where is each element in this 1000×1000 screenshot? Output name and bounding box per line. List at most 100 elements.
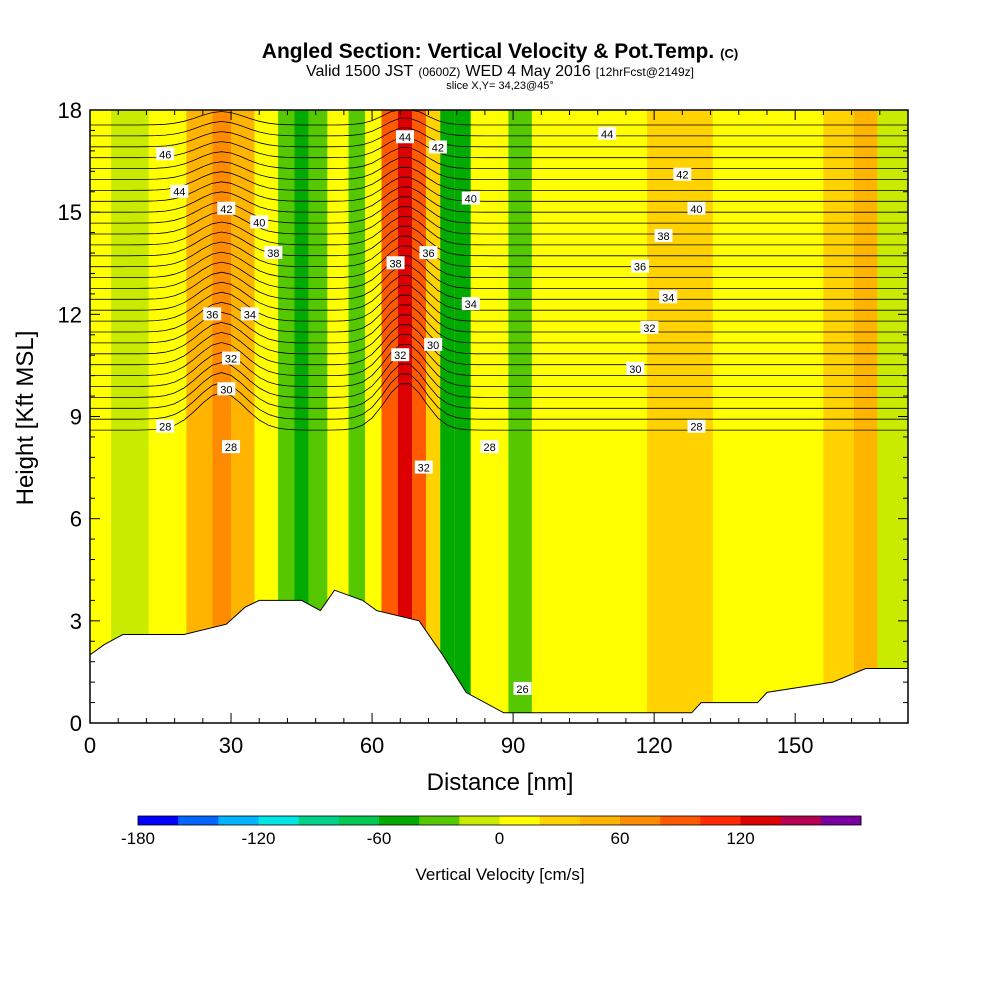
isotherm-label: 42 xyxy=(217,201,236,216)
velocity-column xyxy=(426,110,441,723)
x-axis-label: Distance [nm] xyxy=(427,769,574,796)
isotherm-label-text: 32 xyxy=(394,350,406,362)
isotherm-label-bg xyxy=(631,259,650,273)
isotherm-label-text: 30 xyxy=(629,364,641,376)
colorbar-swatch xyxy=(499,816,541,825)
isotherm-label: 46 xyxy=(156,147,175,161)
isotherm-line xyxy=(90,294,908,333)
isotherm-label-text: 28 xyxy=(159,422,171,434)
isotherm-label-text: 44 xyxy=(399,132,411,144)
isotherm-label-text: 26 xyxy=(516,684,528,696)
isotherm-label-text: 42 xyxy=(676,170,688,182)
isotherm-line xyxy=(90,255,908,289)
isotherm-line xyxy=(90,324,908,366)
isotherm-label: 36 xyxy=(419,246,438,260)
isotherm-label: 28 xyxy=(222,440,241,454)
isotherm-label-text: 28 xyxy=(690,422,702,434)
x-tick-label: 150 xyxy=(777,733,814,758)
velocity-column xyxy=(508,110,532,723)
x-axis: 0 30 60 90 120 150 xyxy=(84,110,909,758)
isotherm-label: 28 xyxy=(156,419,175,434)
isotherm-label: 40 xyxy=(687,201,706,216)
isotherm-label: 36 xyxy=(631,259,650,274)
isotherm-label-text: 38 xyxy=(389,258,401,270)
isotherm-label: 36 xyxy=(203,307,222,321)
colorbar-label: Vertical Velocity [cm/s] xyxy=(415,865,584,884)
isotherm-label-text: 36 xyxy=(422,248,434,260)
colorbar-swatch xyxy=(258,816,300,825)
colorbar-swatch xyxy=(700,816,741,825)
colorbar-tick-label: -180 xyxy=(121,829,155,848)
isotherm-label: 38 xyxy=(264,246,283,260)
isotherm-line xyxy=(90,127,908,148)
x-tick-label: 30 xyxy=(219,733,243,758)
isotherm-label-text: 42 xyxy=(220,204,232,216)
colorbar-swatch xyxy=(620,816,661,825)
isotherm-label-bg xyxy=(156,419,175,433)
isotherm-line xyxy=(90,235,908,268)
colorbar-swatch xyxy=(820,816,862,825)
isotherm-label-bg xyxy=(461,191,480,205)
colorbar-swatch xyxy=(780,816,822,825)
velocity-column xyxy=(562,110,598,723)
velocity-column xyxy=(294,110,309,723)
isotherm-line xyxy=(90,216,908,246)
colorbar-swatch xyxy=(660,816,701,825)
velocity-column xyxy=(111,110,149,723)
velocity-column xyxy=(531,110,563,723)
colorbar-swatch xyxy=(459,816,500,825)
isotherm-label-bg xyxy=(640,320,659,334)
isotherm-line xyxy=(90,304,908,344)
isotherm-label-bg xyxy=(222,351,241,365)
isotherm-label-bg xyxy=(414,460,433,474)
isotherm-line xyxy=(90,275,908,311)
isotherm-label-text: 38 xyxy=(657,231,669,243)
isotherm-label-bg xyxy=(391,348,410,362)
y-tick-label: 12 xyxy=(58,302,82,327)
isotherm-line xyxy=(90,225,908,257)
isotherm-label-text: 30 xyxy=(427,340,439,352)
isotherm-line xyxy=(90,363,908,409)
isotherm-label: 26 xyxy=(513,681,532,696)
colorbar-tick-label: 120 xyxy=(726,829,754,848)
isotherm-label: 30 xyxy=(424,337,443,352)
colorbar-swatch xyxy=(338,816,380,825)
isotherm-label-text: 34 xyxy=(465,299,477,311)
isotherm-label-text: 34 xyxy=(662,292,674,304)
isotherm-labels: 46 44 42 40 38 36 34 32 30 28 28 44 42 40 38 36 34 32 30 32… xyxy=(156,126,706,696)
isotherm-line xyxy=(90,245,908,278)
velocity-column xyxy=(454,110,471,723)
velocity-column xyxy=(327,110,349,723)
isotherm-label-bg xyxy=(419,246,438,260)
isotherm-label-bg xyxy=(170,184,189,198)
isotherm-label-text: 40 xyxy=(690,204,702,216)
isotherm-label-text: 34 xyxy=(244,309,256,321)
isotherm-label-text: 44 xyxy=(601,129,613,141)
isotherm-line xyxy=(90,285,908,322)
isotherm-label-text: 38 xyxy=(267,248,279,260)
colorbar-swatch xyxy=(138,816,179,825)
isotherm-label: 44 xyxy=(170,184,189,199)
isotherm-label-bg xyxy=(626,361,645,375)
terrain-profile xyxy=(89,589,909,724)
velocity-column xyxy=(412,110,427,723)
y-axis-label: Height [Kft MSL] xyxy=(12,331,39,506)
isotherm-label-text: 36 xyxy=(634,262,646,274)
isotherm-line xyxy=(90,137,908,159)
isotherm-label: 32 xyxy=(391,348,410,362)
colorbar: -180 -120 -60 0 60 120 xyxy=(121,815,862,848)
isotherm-line xyxy=(90,265,908,300)
isotherm-label-bg xyxy=(217,382,236,396)
colorbar-swatch xyxy=(178,816,219,825)
isotherm-label-text: 32 xyxy=(418,463,430,475)
velocity-column xyxy=(823,110,854,723)
isotherm-line xyxy=(90,334,908,376)
isotherm-label-text: 36 xyxy=(206,309,218,321)
velocity-column xyxy=(231,110,255,723)
isotherm-label-bg xyxy=(659,290,678,304)
velocity-column xyxy=(470,110,490,723)
isotherm-label: 40 xyxy=(461,191,480,206)
velocity-column xyxy=(712,110,777,723)
velocity-column xyxy=(489,110,509,723)
isotherm-line xyxy=(90,314,908,355)
